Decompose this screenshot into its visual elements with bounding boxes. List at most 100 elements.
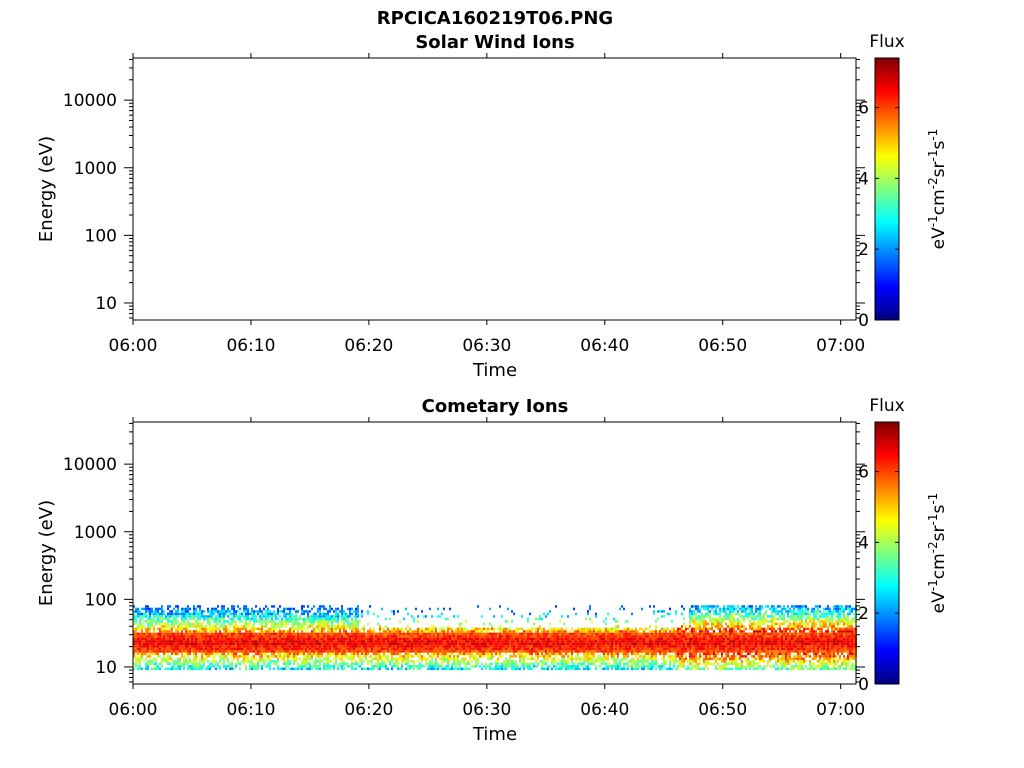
heatmap-cell (637, 660, 639, 663)
heatmap-cell (579, 630, 581, 633)
heatmap-cell (253, 647, 255, 651)
heatmap-cell (235, 625, 237, 628)
heatmap-cell (359, 645, 361, 648)
heatmap-cell (243, 637, 245, 641)
heatmap-cell (213, 620, 215, 623)
heatmap-cell (499, 605, 501, 608)
heatmap-cell (561, 632, 563, 636)
heatmap-cell (157, 632, 159, 636)
heatmap-cell (275, 637, 277, 641)
heatmap-cell (417, 652, 419, 656)
heatmap-cell (519, 642, 521, 646)
heatmap-cell (455, 637, 457, 641)
heatmap-cell (235, 637, 237, 641)
heatmap-cell (141, 652, 143, 656)
heatmap-cell (317, 622, 319, 626)
heatmap-cell (457, 635, 459, 638)
heatmap-cell (571, 640, 573, 643)
heatmap-cell (227, 627, 229, 631)
heatmap-cell (273, 605, 275, 608)
heatmap-cell (661, 635, 663, 638)
heatmap-cell (635, 630, 637, 633)
heatmap-cell (195, 627, 197, 631)
heatmap-cell (173, 635, 175, 638)
heatmap-cell (301, 630, 303, 633)
heatmap-cell (155, 645, 157, 648)
heatmap-cell (139, 625, 141, 628)
heatmap-cell (163, 627, 165, 631)
heatmap-cell (575, 660, 577, 663)
heatmap-cell (311, 630, 313, 633)
heatmap-cell (141, 617, 143, 621)
heatmap-cell (233, 612, 235, 616)
heatmap-cell (271, 652, 273, 656)
heatmap-cell (195, 620, 197, 623)
heatmap-cell (353, 620, 355, 623)
heatmap-cell (237, 655, 239, 658)
heatmap-cell (347, 632, 349, 636)
heatmap-cell (299, 640, 301, 643)
heatmap-cell (183, 642, 185, 646)
heatmap-cell (219, 640, 221, 643)
heatmap-cell (531, 632, 533, 636)
heatmap-cell (509, 660, 511, 663)
heatmap-cell (183, 615, 185, 618)
heatmap-cell (459, 667, 461, 671)
heatmap-cell (267, 607, 269, 611)
heatmap-cell (187, 620, 189, 623)
heatmap-cell (171, 640, 173, 643)
heatmap-cell (421, 647, 423, 651)
heatmap-cell (541, 660, 543, 663)
heatmap-cell (301, 640, 303, 643)
heatmap-cell (179, 645, 181, 648)
heatmap-cell (359, 665, 361, 668)
heatmap-cell (221, 617, 223, 621)
heatmap-cell (187, 660, 189, 663)
heatmap-cell (635, 655, 637, 658)
heatmap-cell (503, 630, 505, 633)
heatmap-cell (467, 640, 469, 643)
heatmap-cell (375, 635, 377, 638)
heatmap-cell (297, 610, 299, 613)
heatmap-cell (677, 635, 679, 638)
heatmap-cell (663, 630, 665, 633)
heatmap-cell (313, 662, 315, 666)
heatmap-cell (431, 642, 433, 646)
heatmap-cell (135, 657, 137, 661)
heatmap-cell (477, 640, 479, 643)
heatmap-cell (641, 645, 643, 648)
heatmap-cell (593, 647, 595, 651)
heatmap-cell (335, 615, 337, 618)
heatmap-cell (281, 635, 283, 638)
heatmap-cell (391, 667, 393, 671)
heatmap-cell (377, 615, 379, 618)
heatmap-cell (691, 662, 693, 666)
heatmap-cell (377, 647, 379, 651)
heatmap-cell (245, 650, 247, 653)
heatmap-cell (295, 667, 297, 671)
heatmap-cell (333, 615, 335, 618)
heatmap-cell (655, 620, 657, 623)
heatmap-cell (379, 637, 381, 641)
heatmap-cell (309, 642, 311, 646)
heatmap-cell (389, 642, 391, 646)
heatmap-cell (653, 630, 655, 633)
heatmap-cell (627, 652, 629, 656)
heatmap-cell (195, 630, 197, 633)
heatmap-cell (357, 620, 359, 623)
heatmap-cell (521, 645, 523, 648)
heatmap-cell (547, 667, 549, 671)
heatmap-cell (353, 650, 355, 653)
heatmap-cell (243, 662, 245, 666)
heatmap-cell (221, 612, 223, 616)
heatmap-cell (685, 635, 687, 638)
heatmap-cell (133, 620, 135, 623)
heatmap-cell (165, 622, 167, 626)
heatmap-cell (269, 667, 271, 671)
heatmap-cell (313, 605, 315, 608)
heatmap-cell (399, 620, 401, 623)
heatmap-cell (147, 647, 149, 651)
heatmap-cell (187, 612, 189, 616)
heatmap-cell (419, 667, 421, 671)
heatmap-cell (191, 667, 193, 671)
